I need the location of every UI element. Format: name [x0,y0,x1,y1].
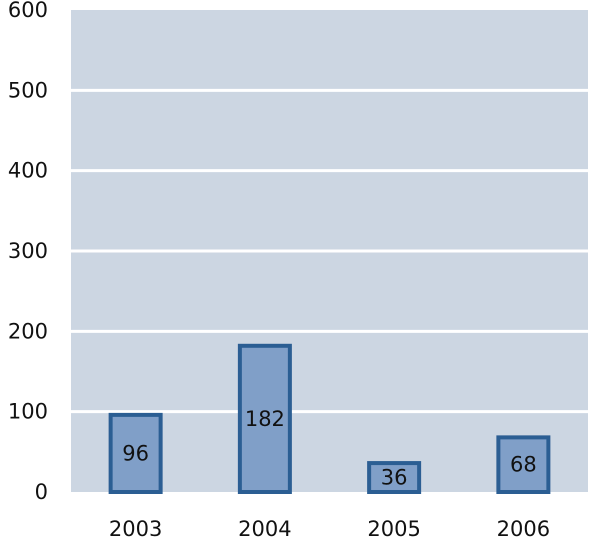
bar-value-label-2006: 68 [510,453,537,477]
bar-2004 [237,343,292,494]
x-tick-label-2004: 2004 [238,517,291,541]
x-axis-tick-labels: 2003 2004 2005 2006 [109,517,550,541]
bars [108,343,551,495]
y-tick-label-100: 100 [8,400,48,424]
x-tick-label-2006: 2006 [497,517,550,541]
y-tick-label-400: 400 [8,159,48,183]
bar-2005 [367,461,422,494]
y-tick-label-600: 600 [8,0,48,22]
bar-2006 [496,435,551,494]
bar-value-label-2003: 96 [122,441,149,465]
x-tick-label-2005: 2005 [367,517,420,541]
gridlines [71,88,588,414]
bar-value-labels: 96 182 36 68 [122,407,536,490]
y-tick-label-300: 300 [8,239,48,263]
y-tick-label-200: 200 [8,319,48,343]
y-axis-tick-labels: 0 100 200 300 400 500 600 [8,0,48,504]
y-tick-label-0: 0 [35,480,48,504]
bar-2003 [108,412,163,495]
bar-value-label-2004: 182 [245,407,285,431]
bar-value-label-2005: 36 [381,466,408,490]
y-tick-label-500: 500 [8,78,48,102]
x-tick-label-2003: 2003 [109,517,162,541]
